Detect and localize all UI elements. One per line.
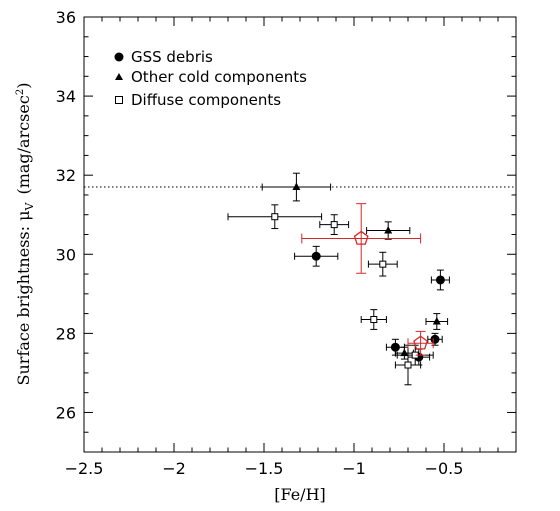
marker-diffuse [404,361,412,369]
y-axis-title-main: Surface brightness: μ [14,211,33,386]
marker-red-pentagon [353,230,369,245]
x-tick-label: −1.5 [245,459,284,478]
x-tick-label: −2.5 [65,459,104,478]
legend-label-gss-debris: GSS debris [131,48,213,66]
marker-other-cold [292,182,301,191]
marker-diffuse [370,316,378,324]
marker-diffuse [379,260,387,268]
legend-marker-other-cold [115,73,123,80]
marker-gss-debris [390,342,400,352]
y-axis-title-units-close: ) [14,83,33,89]
legend-label-diffuse: Diffuse components [131,91,281,109]
marker-gss-debris [435,275,445,285]
y-tick-label: 28 [56,324,76,343]
legend-label-other-cold: Other cold components [131,68,307,86]
y-tick-label: 26 [56,403,76,422]
legend-marker-diffuse [115,96,123,104]
axis-tick-labels: −2.5 −2 −1.5 −1 −0.5 26 28 30 32 34 36 [56,8,464,478]
marker-other-cold [400,348,409,357]
axis-ticks [83,16,517,453]
y-axis-title: Surface brightness: μV (mag/arcsec2) [14,83,36,386]
x-tick-label: −0.5 [425,459,464,478]
x-tick-label: −2 [162,459,186,478]
marker-gss-debris [430,334,440,344]
y-tick-label: 34 [56,87,76,106]
legend-marker-gss-debris [114,52,124,62]
marker-red-pentagon [413,335,429,350]
y-tick-label: 30 [56,245,76,264]
y-axis-title-units: (mag/arcsec [14,95,33,194]
data-points [227,172,450,386]
x-tick-label: −1 [342,459,366,478]
marker-other-cold [384,226,393,234]
marker-other-cold [432,317,441,325]
y-tick-label: 32 [56,166,76,185]
marker-diffuse [330,221,338,229]
y-axis-title-units-exponent: 2 [15,89,26,95]
legend: GSS debris Other cold components Diffuse… [114,48,307,109]
y-axis-title-subscript: V [23,202,36,212]
marker-diffuse [271,213,279,221]
x-axis-title: [Fe/H] [274,485,326,504]
marker-gss-debris [311,251,321,261]
y-tick-label: 36 [56,8,76,27]
